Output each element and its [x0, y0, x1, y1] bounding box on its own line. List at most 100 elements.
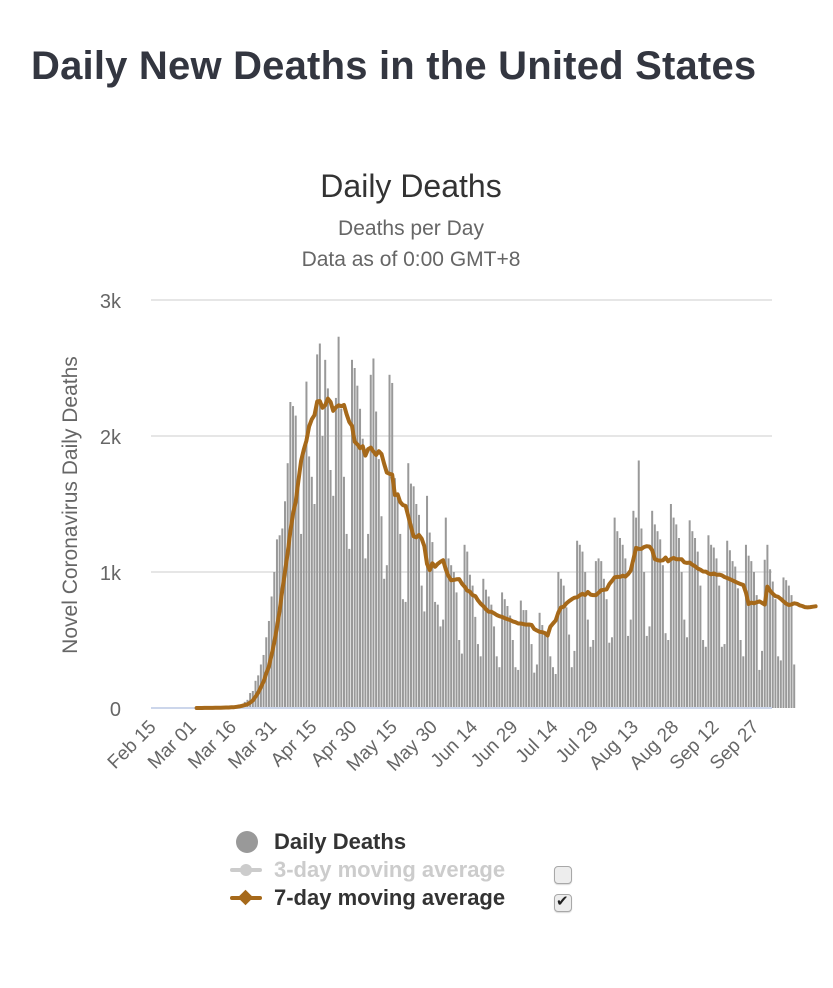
bar[interactable]: [420, 585, 423, 708]
bar[interactable]: [535, 664, 538, 708]
bar[interactable]: [627, 635, 630, 708]
bar[interactable]: [739, 640, 742, 708]
bar[interactable]: [334, 397, 337, 708]
bar[interactable]: [761, 650, 764, 708]
bar[interactable]: [493, 626, 496, 708]
bar[interactable]: [747, 555, 750, 708]
bar[interactable]: [308, 456, 311, 708]
bar[interactable]: [297, 476, 300, 708]
bar[interactable]: [356, 385, 359, 708]
bar[interactable]: [527, 623, 530, 708]
bar[interactable]: [361, 438, 364, 708]
bar[interactable]: [543, 631, 546, 708]
bar[interactable]: [597, 558, 600, 708]
bar[interactable]: [712, 547, 715, 708]
bar[interactable]: [651, 510, 654, 708]
bar[interactable]: [353, 368, 356, 708]
bar[interactable]: [541, 625, 544, 708]
bar[interactable]: [517, 669, 520, 708]
bar[interactable]: [793, 664, 796, 708]
bar[interactable]: [522, 610, 525, 708]
bar[interactable]: [329, 470, 332, 708]
7-day-average-checkbox[interactable]: ✔: [554, 893, 572, 912]
bar[interactable]: [533, 672, 536, 708]
bar[interactable]: [549, 656, 552, 708]
bar[interactable]: [302, 449, 305, 708]
bar[interactable]: [466, 551, 469, 708]
bar[interactable]: [661, 565, 664, 708]
bar[interactable]: [664, 633, 667, 708]
bar[interactable]: [418, 514, 420, 708]
bar[interactable]: [750, 561, 753, 708]
bar[interactable]: [680, 572, 683, 708]
bar[interactable]: [345, 533, 348, 708]
bar[interactable]: [495, 656, 498, 708]
bar[interactable]: [393, 478, 396, 708]
bar[interactable]: [726, 540, 729, 708]
bar[interactable]: [562, 585, 565, 708]
bar[interactable]: [300, 533, 303, 708]
bar[interactable]: [450, 565, 453, 708]
bar[interactable]: [766, 544, 769, 708]
bar[interactable]: [755, 595, 758, 708]
bar[interactable]: [318, 343, 321, 708]
bar[interactable]: [635, 517, 638, 708]
bar[interactable]: [476, 644, 479, 708]
bar[interactable]: [482, 578, 485, 708]
bar[interactable]: [348, 548, 351, 708]
bar[interactable]: [637, 460, 640, 708]
bar[interactable]: [699, 585, 702, 708]
bar[interactable]: [600, 561, 603, 708]
bar[interactable]: [460, 653, 463, 708]
bar[interactable]: [669, 504, 672, 708]
bar[interactable]: [519, 600, 522, 708]
bar[interactable]: [377, 459, 380, 708]
bar[interactable]: [310, 476, 313, 708]
bar[interactable]: [396, 493, 399, 708]
bar[interactable]: [688, 520, 691, 708]
bar[interactable]: [576, 540, 579, 708]
bar[interactable]: [610, 637, 613, 708]
bar[interactable]: [404, 601, 407, 708]
bar[interactable]: [292, 406, 295, 708]
bar[interactable]: [503, 599, 506, 708]
bar[interactable]: [578, 544, 581, 708]
bar[interactable]: [742, 656, 745, 708]
bar[interactable]: [602, 578, 605, 708]
bar[interactable]: [530, 644, 533, 708]
bar[interactable]: [412, 486, 415, 708]
bar[interactable]: [281, 528, 284, 708]
bar[interactable]: [677, 538, 680, 708]
bar[interactable]: [490, 604, 493, 708]
bar[interactable]: [455, 592, 458, 708]
bar[interactable]: [321, 436, 324, 708]
bar[interactable]: [648, 626, 651, 708]
bar[interactable]: [447, 558, 450, 708]
bar[interactable]: [720, 646, 723, 708]
bar[interactable]: [568, 634, 571, 708]
bar[interactable]: [554, 674, 557, 708]
bar[interactable]: [715, 558, 718, 708]
bar[interactable]: [659, 539, 662, 708]
bar[interactable]: [380, 516, 383, 708]
bar[interactable]: [744, 544, 747, 708]
bar[interactable]: [565, 607, 568, 708]
bar[interactable]: [753, 572, 755, 708]
bar[interactable]: [707, 535, 710, 708]
bar[interactable]: [509, 615, 512, 708]
bar[interactable]: [284, 501, 286, 708]
bar[interactable]: [286, 463, 289, 708]
bar[interactable]: [785, 580, 788, 708]
bar[interactable]: [367, 533, 370, 708]
bar[interactable]: [691, 531, 694, 708]
bar[interactable]: [452, 572, 455, 708]
bar[interactable]: [723, 644, 726, 708]
bar[interactable]: [388, 374, 391, 708]
bar[interactable]: [570, 667, 573, 708]
bar[interactable]: [423, 611, 426, 708]
bar[interactable]: [434, 601, 437, 708]
bar[interactable]: [683, 619, 686, 708]
bar[interactable]: [736, 588, 739, 708]
bar[interactable]: [442, 619, 445, 708]
bar[interactable]: [787, 585, 790, 708]
